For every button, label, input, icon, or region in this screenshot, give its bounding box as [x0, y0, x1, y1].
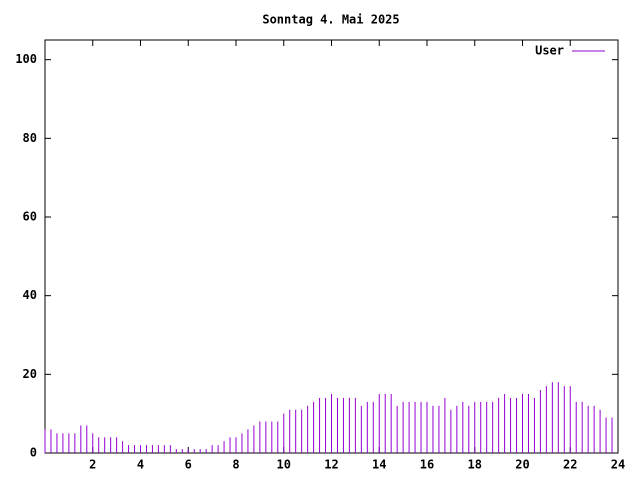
y-tick-label: 0: [30, 446, 37, 460]
x-tick-label: 2: [89, 458, 96, 472]
y-tick-label: 20: [23, 367, 37, 381]
x-tick-label: 12: [324, 458, 338, 472]
x-tick-label: 24: [611, 458, 625, 472]
x-tick-label: 16: [420, 458, 434, 472]
x-tick-label: 18: [468, 458, 482, 472]
x-tick-label: 22: [563, 458, 577, 472]
x-tick-label: 20: [515, 458, 529, 472]
y-tick-label: 80: [23, 131, 37, 145]
chart-title: Sonntag 4. Mai 2025: [262, 13, 399, 27]
x-tick-label: 8: [232, 458, 239, 472]
x-tick-label: 4: [137, 458, 144, 472]
y-tick-label: 40: [23, 288, 37, 302]
y-tick-label: 60: [23, 210, 37, 224]
x-tick-label: 14: [372, 458, 386, 472]
y-tick-label: 100: [15, 52, 37, 66]
legend-label: User: [535, 44, 564, 58]
x-tick-label: 6: [185, 458, 192, 472]
x-tick-label: 10: [277, 458, 291, 472]
